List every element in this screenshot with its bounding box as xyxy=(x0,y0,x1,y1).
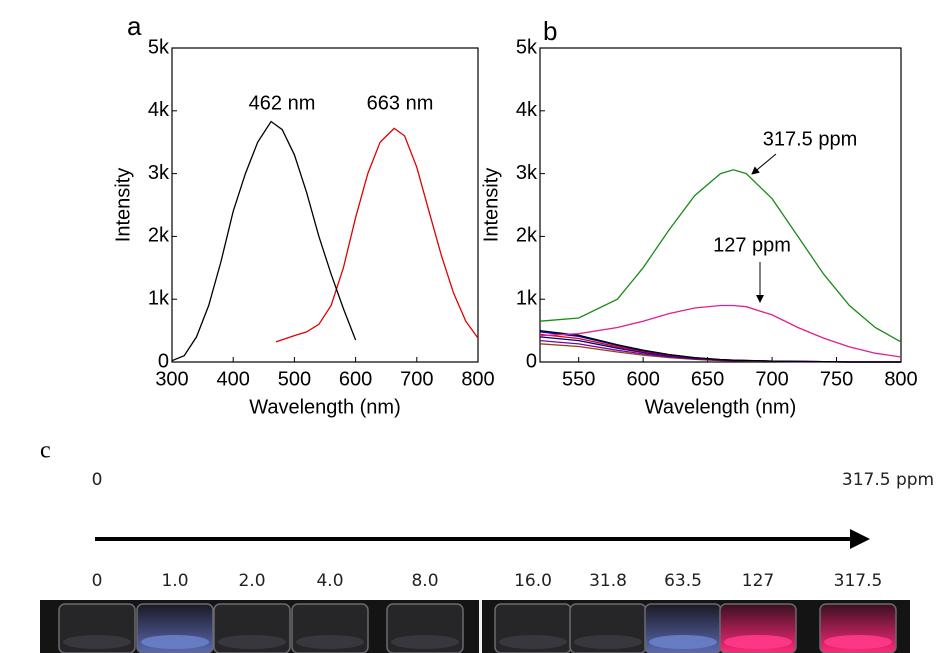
y-tick-label: 4k xyxy=(516,99,538,121)
annotation: 317.5 ppm xyxy=(763,128,858,150)
y-tick-label: 1k xyxy=(516,287,538,309)
y-tick-label: 1k xyxy=(148,287,170,309)
y-tick-label: 3k xyxy=(516,162,538,184)
vial-liquid xyxy=(218,635,286,649)
panel-label: c xyxy=(40,438,51,464)
panel-label: a xyxy=(127,11,142,41)
y-tick-label: 0 xyxy=(526,350,537,372)
vial-liquid xyxy=(141,635,209,649)
vial-liquid xyxy=(63,635,131,649)
x-tick-label: 750 xyxy=(820,368,853,390)
x-axis-label: Wavelength (nm) xyxy=(645,396,797,418)
y-tick-label: 3k xyxy=(148,162,170,184)
data-line xyxy=(539,336,901,363)
annotation: 663 nm xyxy=(367,92,434,114)
y-tick-label: 5k xyxy=(148,36,170,58)
x-tick-label: 800 xyxy=(884,368,917,390)
y-tick-label: 2k xyxy=(148,225,170,247)
data-line xyxy=(539,169,902,343)
x-tick-label: 600 xyxy=(626,368,659,390)
x-tick-label: 400 xyxy=(217,368,250,390)
y-tick-label: 4k xyxy=(148,99,170,121)
vial-liquid xyxy=(649,635,717,649)
annotation: 462 nm xyxy=(249,92,316,114)
concentration-label: 317.5 xyxy=(834,571,883,591)
x-tick-label: 650 xyxy=(691,368,724,390)
concentration-label: 4.0 xyxy=(316,571,343,591)
vial-liquid xyxy=(296,635,364,649)
x-tick-label: 500 xyxy=(278,368,311,390)
y-axis-label: Intensity xyxy=(112,168,134,242)
vial-liquid xyxy=(824,635,892,649)
concentration-label: 2.0 xyxy=(238,571,265,591)
concentration-label: 0 xyxy=(92,571,103,591)
plot-frame xyxy=(539,47,902,363)
vial-liquid xyxy=(391,635,459,649)
annotation: 127 ppm xyxy=(713,234,791,256)
concentration-label: 16.0 xyxy=(514,571,552,591)
concentration-label: 31.8 xyxy=(589,571,627,591)
x-tick-label: 700 xyxy=(755,368,788,390)
y-axis-label: Intensity xyxy=(480,168,502,242)
y-tick-label: 0 xyxy=(158,350,169,372)
x-tick-label: 700 xyxy=(400,368,433,390)
y-tick-label: 2k xyxy=(516,225,538,247)
concentration-label: 8.0 xyxy=(411,571,438,591)
concentration-label: 63.5 xyxy=(664,571,702,591)
annotation-arrow xyxy=(751,153,777,175)
vial-photo xyxy=(40,600,910,653)
x-axis-label: Wavelength (nm) xyxy=(249,396,401,418)
plot-frame xyxy=(171,47,479,363)
x-tick-label: 800 xyxy=(461,368,494,390)
y-tick-label: 5k xyxy=(516,36,538,58)
x-tick-label: 550 xyxy=(562,368,595,390)
vial-liquid xyxy=(499,635,567,649)
vial-liquid xyxy=(574,635,642,649)
data-line xyxy=(539,304,902,358)
panel-label: b xyxy=(543,16,557,46)
arrow-start-label: 0 xyxy=(92,470,103,490)
x-tick-label: 300 xyxy=(155,368,188,390)
concentration-label: 1.0 xyxy=(161,571,188,591)
arrow-end-label: 317.5 ppm xyxy=(842,470,934,490)
data-line xyxy=(171,120,357,362)
data-line xyxy=(539,329,901,363)
x-tick-label: 600 xyxy=(339,368,372,390)
concentration-label: 127 xyxy=(742,571,774,591)
data-line xyxy=(275,127,479,343)
vial-liquid xyxy=(724,635,792,649)
